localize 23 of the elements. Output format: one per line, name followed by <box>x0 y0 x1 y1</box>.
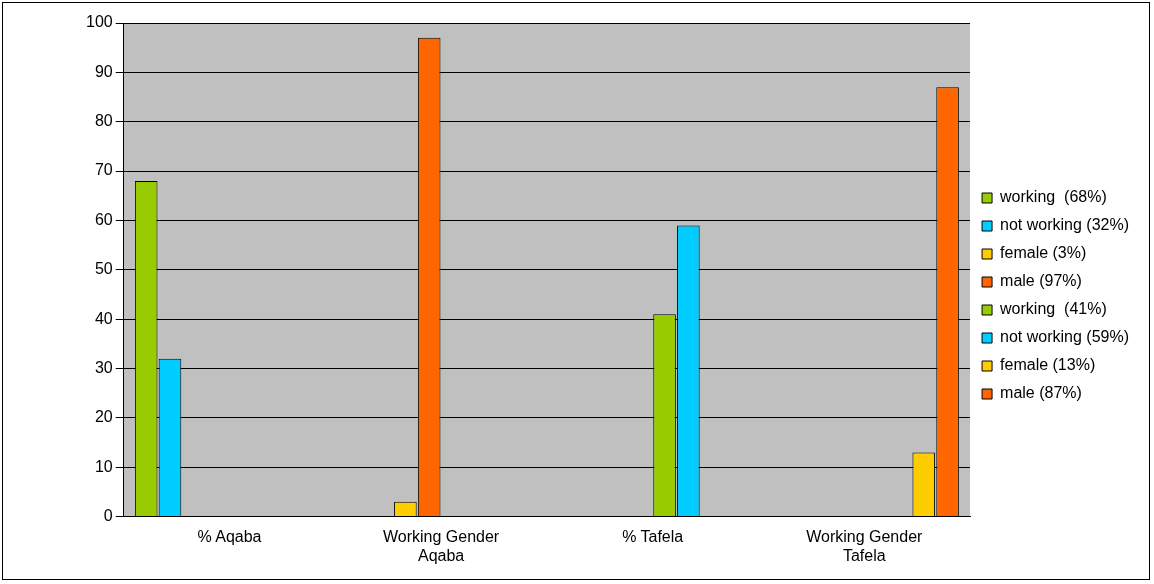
y-tick-label: 40 <box>94 309 113 327</box>
legend-label: male (97%) <box>1000 272 1082 290</box>
y-tick-label: 50 <box>94 260 113 278</box>
legend-label: female (13%) <box>1000 356 1096 374</box>
y-tick-label: 60 <box>94 210 113 228</box>
y-tick-label: 100 <box>85 13 113 31</box>
y-tick-label: 0 <box>103 507 113 525</box>
legend-label: working (68%) <box>999 188 1107 206</box>
x-tick-label: Working Gender Tafela <box>806 527 924 564</box>
y-tick-label: 30 <box>94 358 113 376</box>
y-tick-label: 10 <box>94 457 113 475</box>
legend-label: female (3%) <box>1000 244 1087 262</box>
x-tick-label: Working Gender Aqaba <box>382 527 500 564</box>
legend-label: not working (59%) <box>1000 328 1130 346</box>
y-tick-label: 20 <box>94 408 113 426</box>
legend-label: not working (32%) <box>1000 216 1130 234</box>
y-tick-label: 80 <box>94 112 113 130</box>
x-tick-label: % Tafela <box>622 527 684 545</box>
legend-label: working (41%) <box>999 300 1107 318</box>
y-tick-label: 70 <box>94 161 113 179</box>
legend-label: male (87%) <box>1000 384 1082 402</box>
y-tick-label: 90 <box>94 62 113 80</box>
x-tick-label: % Aqaba <box>197 527 262 545</box>
